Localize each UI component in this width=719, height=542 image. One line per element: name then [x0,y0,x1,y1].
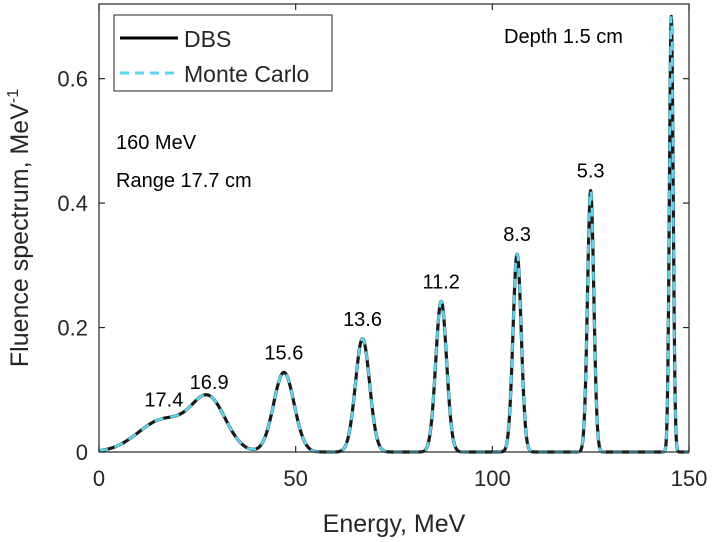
y-axis-label-superscript: -1 [5,89,22,103]
peak-depth-label: 8.3 [503,224,531,246]
y-axis-label: Fluence spectrum, MeV-1 [5,89,34,367]
y-tick-label: 0.2 [57,316,88,341]
y-axis-label-group: Fluence spectrum, MeV-1 [5,89,34,367]
annotation-beam-energy: 160 MeV [116,132,197,154]
y-tick-label: 0 [76,440,88,465]
legend-label-monte-carlo: Monte Carlo [184,61,309,87]
legend: DBS Monte Carlo [113,14,333,92]
peak-depth-label: 5.3 [577,161,605,183]
y-tick-label: 0.6 [57,67,88,92]
peak-depth-label: 11.2 [422,271,459,293]
x-axis-label: Energy, MeV [323,510,466,538]
x-tick-label: 100 [474,466,511,491]
annotation-range: Range 17.7 cm [116,170,252,192]
peak-depth-labels: 17.4 16.9 15.6 13.6 11.2 8.3 5.3 [144,161,604,412]
axes-box [98,3,690,453]
x-tick-label: 0 [93,466,105,491]
peak-depth-label: 17.4 [144,390,183,412]
y-tick-label: 0.4 [57,191,88,216]
legend-box [113,14,333,92]
x-tick-label: 150 [671,466,708,491]
x-tick-label: 50 [283,466,307,491]
axis-ticks: 0 50 100 150 0 0.2 0.4 0.6 [57,4,707,491]
peak-depth-label: 13.6 [343,309,382,331]
peak-depth-label: 16.9 [190,372,229,394]
peak-depth-label: 15.6 [264,342,303,364]
y-axis-label-text: Fluence spectrum, MeV [6,103,34,367]
annotation-first-depth: Depth 1.5 cm [504,26,623,48]
legend-label-dbs: DBS [184,26,231,52]
